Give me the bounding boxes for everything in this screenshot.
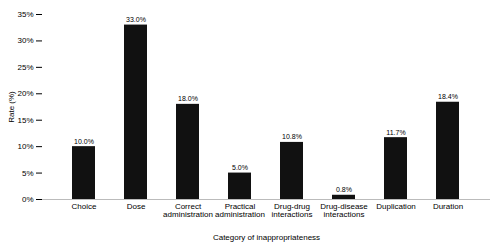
svg-text:5%: 5% xyxy=(22,169,34,178)
svg-text:Duplication: Duplication xyxy=(376,202,416,211)
svg-text:18.0%: 18.0% xyxy=(178,95,198,102)
svg-text:Dose: Dose xyxy=(127,202,146,211)
svg-text:5.0%: 5.0% xyxy=(232,164,248,171)
svg-text:Category of inappropriateness: Category of inappropriateness xyxy=(213,233,320,242)
svg-text:0.8%: 0.8% xyxy=(336,186,352,193)
svg-text:20%: 20% xyxy=(17,89,33,98)
svg-text:0%: 0% xyxy=(22,195,34,204)
svg-text:10.8%: 10.8% xyxy=(282,133,302,140)
svg-text:35%: 35% xyxy=(17,10,33,19)
svg-text:18.4%: 18.4% xyxy=(438,93,458,100)
svg-text:15%: 15% xyxy=(17,116,33,125)
svg-text:30%: 30% xyxy=(17,36,33,45)
svg-text:10%: 10% xyxy=(17,142,33,151)
svg-text:25%: 25% xyxy=(17,63,33,72)
svg-text:33.0%: 33.0% xyxy=(126,16,146,23)
svg-text:Drug-druginteractions: Drug-druginteractions xyxy=(272,202,313,219)
svg-text:Correctadministration: Correctadministration xyxy=(163,202,213,219)
svg-text:Choice: Choice xyxy=(72,202,97,211)
svg-text:Rate (%): Rate (%) xyxy=(7,91,16,123)
svg-text:Drug-diseaseinteractions: Drug-diseaseinteractions xyxy=(320,202,368,219)
svg-text:11.7%: 11.7% xyxy=(386,129,405,136)
svg-text:Practicaladministration: Practicaladministration xyxy=(215,202,265,219)
svg-text:10.0%: 10.0% xyxy=(74,138,94,145)
svg-text:Duration: Duration xyxy=(433,202,463,211)
